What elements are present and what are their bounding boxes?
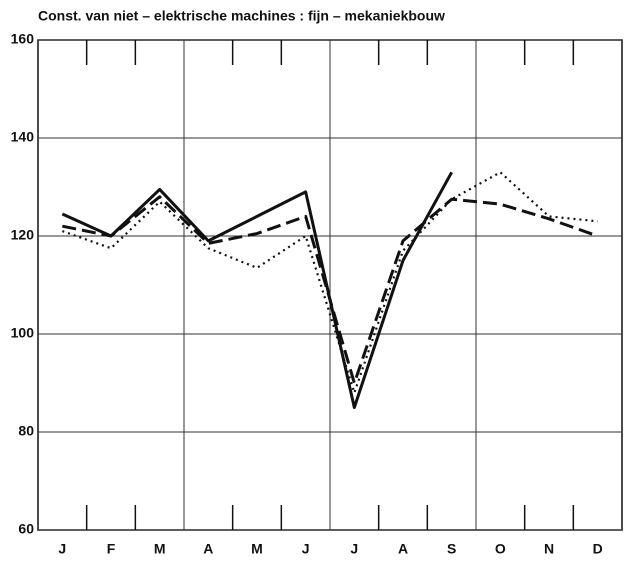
y-tick-label: 140: [11, 129, 35, 145]
y-tick-label: 80: [18, 423, 34, 439]
x-tick-label: S: [447, 541, 456, 557]
x-tick-label: O: [495, 541, 506, 557]
x-tick-label: M: [154, 541, 166, 557]
x-tick-label: A: [203, 541, 213, 557]
x-tick-label: N: [544, 541, 554, 557]
series-line: [61, 171, 453, 409]
y-tick-label: 100: [11, 325, 35, 341]
y-tick-label: 60: [18, 521, 34, 537]
x-tick-label: J: [302, 541, 310, 557]
x-tick-label: M: [251, 541, 263, 557]
x-tick-label: D: [593, 541, 603, 557]
x-tick-label: F: [107, 541, 116, 557]
x-tick-label: J: [58, 541, 66, 557]
chart-title: Const. van niet – elektrische machines :…: [38, 8, 445, 24]
series-line: [62, 195, 599, 385]
y-tick-label: 120: [11, 227, 35, 243]
x-tick-label: A: [398, 541, 408, 557]
x-tick-label: J: [350, 541, 358, 557]
y-tick-label: 160: [11, 31, 35, 47]
series-line: [61, 171, 598, 394]
